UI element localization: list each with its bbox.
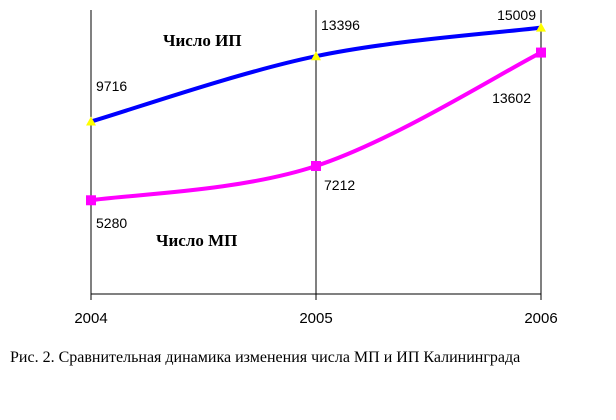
- data-label-ip-2004: 9716: [96, 78, 127, 94]
- x-tick-label: 2004: [74, 310, 107, 327]
- x-tick-label: 2006: [524, 310, 557, 327]
- data-label-mp-2006: 13602: [492, 90, 531, 106]
- data-point-marker: [311, 160, 321, 171]
- data-point-marker: [536, 47, 546, 58]
- data-point-marker: [311, 51, 321, 61]
- markers: [86, 22, 546, 206]
- data-label-ip-2005: 13396: [321, 17, 360, 33]
- x-tick-label: 2005: [299, 310, 332, 327]
- data-label-ip-2006: 15009: [497, 7, 536, 23]
- data-point-marker: [536, 22, 546, 32]
- data-label-mp-2005: 7212: [324, 177, 355, 193]
- data-point-marker: [86, 195, 96, 206]
- data-point-marker: [86, 116, 96, 126]
- figure-caption: Рис. 2. Сравнительная динамика изменения…: [10, 349, 521, 366]
- data-label-mp-2004: 5280: [96, 215, 127, 231]
- series-label-mp: Число МП: [156, 231, 237, 250]
- series-label-ip: Число ИП: [163, 31, 242, 50]
